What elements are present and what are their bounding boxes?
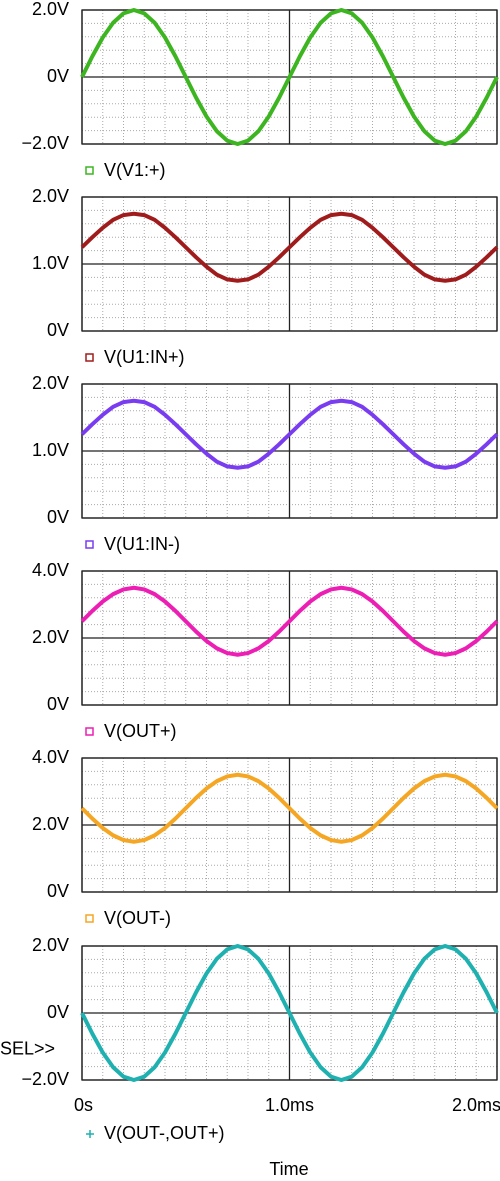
series-line: [80, 772, 499, 844]
legend-marker: [85, 727, 94, 736]
series-line: [80, 398, 499, 470]
legend-label: V(U1:IN-): [104, 534, 180, 554]
plot-frame: [81, 570, 498, 706]
y-tick-label: 0V: [47, 694, 69, 714]
y-tick-label: 2.0V: [32, 0, 69, 19]
plot-frame: [81, 196, 498, 332]
x-tick-label: 1.0ms: [265, 1095, 314, 1115]
plot-frame: [81, 383, 498, 519]
y-tick-label: −2.0V: [21, 1069, 69, 1089]
legend-marker: [85, 914, 94, 923]
y-tick-label: 0V: [47, 320, 69, 340]
y-tick-label: 2.0V: [32, 935, 69, 955]
legend-label: V(OUT+): [104, 721, 177, 741]
y-tick-label: 0V: [47, 507, 69, 527]
x-axis-label: Time: [269, 1159, 308, 1179]
legend-marker: [85, 166, 94, 175]
y-tick-label: 1.0V: [32, 253, 69, 273]
plot-frame: [81, 757, 498, 893]
series-line: [80, 585, 499, 657]
y-tick-label: 4.0V: [32, 560, 69, 580]
legend-label: V(V1:+): [104, 160, 166, 180]
y-tick-label: 0V: [47, 881, 69, 901]
y-tick-label: 2.0V: [32, 814, 69, 834]
legend-marker: [85, 353, 94, 362]
y-tick-label: 1.0V: [32, 440, 69, 460]
series-line: [80, 944, 499, 1082]
y-tick-label: −2.0V: [21, 133, 69, 153]
legend-marker: [86, 1130, 94, 1138]
y-tick-label: 0V: [47, 66, 69, 86]
y-tick-label: 2.0V: [32, 373, 69, 393]
y-tick-label: 2.0V: [32, 186, 69, 206]
x-tick-label: 2.0ms: [452, 1095, 500, 1115]
y-tick-label: 0V: [47, 1002, 69, 1022]
legend-label: V(OUT-): [104, 908, 171, 928]
series-line: [80, 8, 499, 146]
annotation: SEL>>: [0, 1039, 55, 1059]
legend-marker: [85, 540, 94, 549]
y-tick-label: 2.0V: [32, 627, 69, 647]
y-tick-label: 4.0V: [32, 747, 69, 767]
legend-label: V(U1:IN+): [104, 347, 185, 367]
legend-label: V(OUT-,OUT+): [104, 1123, 225, 1143]
series-line: [80, 211, 499, 283]
x-tick-label: 0s: [74, 1095, 93, 1115]
